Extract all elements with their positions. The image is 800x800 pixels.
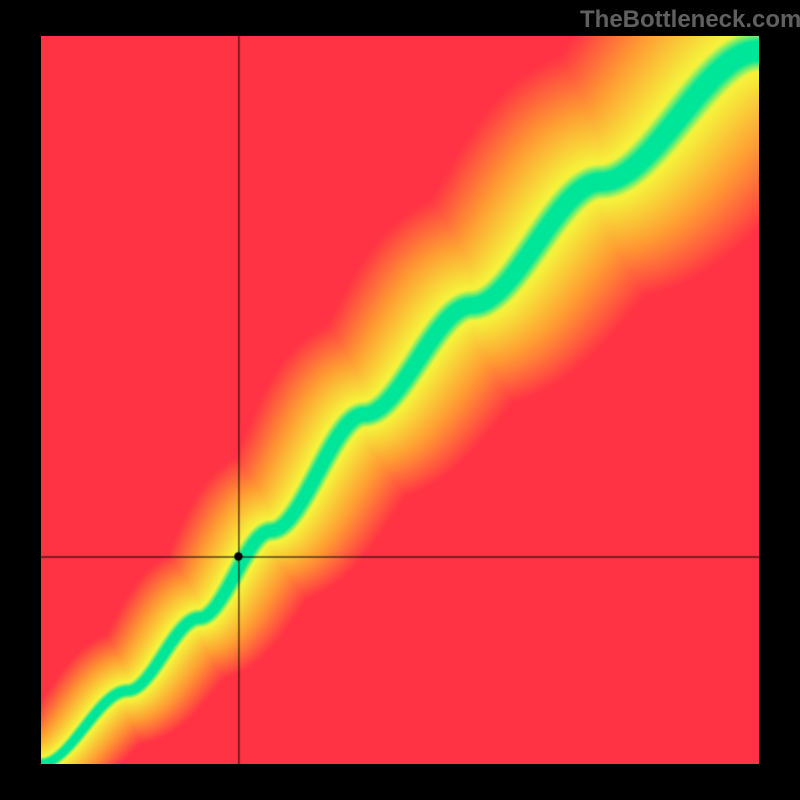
plot-area — [41, 36, 759, 764]
bottleneck-heatmap — [41, 36, 759, 764]
chart-container: TheBottleneck.com — [0, 0, 800, 800]
watermark-label: TheBottleneck.com — [580, 6, 800, 34]
